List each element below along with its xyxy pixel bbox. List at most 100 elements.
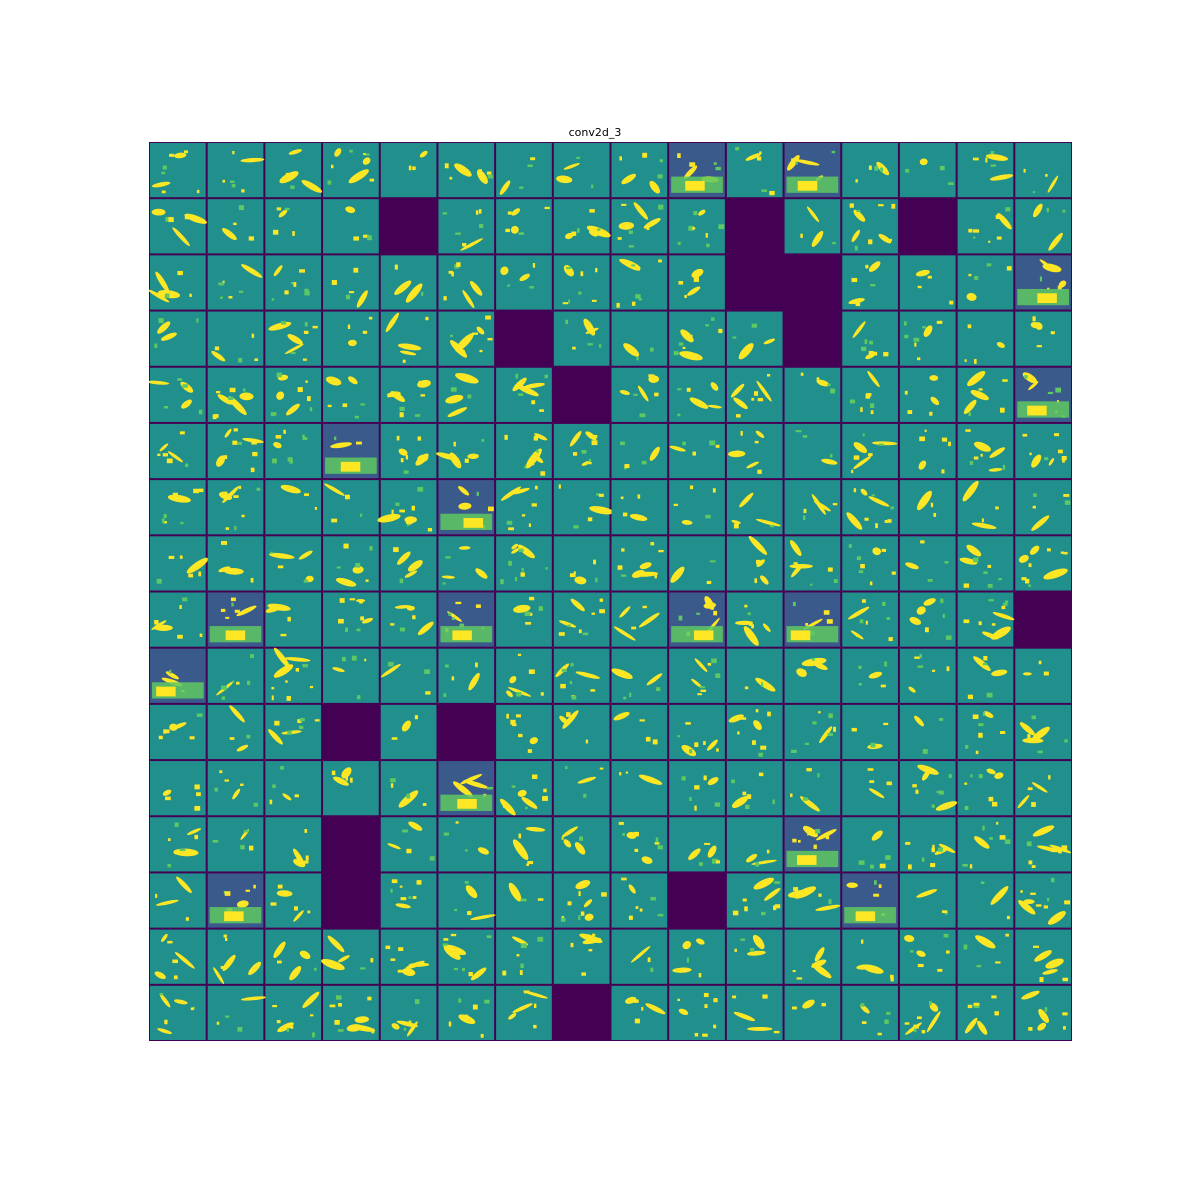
activation-dot xyxy=(703,741,706,745)
feature-map-tile xyxy=(669,817,725,872)
feature-map-tile xyxy=(957,592,1015,647)
feature-map-tile xyxy=(899,761,958,816)
activation-dot xyxy=(593,434,598,438)
activation-streak xyxy=(236,900,249,908)
activation-streak xyxy=(918,460,927,470)
tile-background xyxy=(265,648,322,703)
activation-dot xyxy=(327,180,332,185)
feature-map-tile xyxy=(380,255,437,310)
activation-dot xyxy=(231,602,234,607)
feature-map-tile xyxy=(380,536,437,591)
activation-dot xyxy=(931,804,935,808)
activation-dot xyxy=(978,723,984,727)
feature-map-tile xyxy=(207,143,265,198)
activation-dot xyxy=(570,942,574,948)
activation-streak xyxy=(733,1011,756,1022)
activation-streak xyxy=(324,483,345,496)
activation-streak xyxy=(966,292,977,301)
activation-dot xyxy=(731,779,735,784)
feature-map-tile xyxy=(899,143,956,198)
activation-dot xyxy=(1038,660,1042,665)
activation-dot xyxy=(828,899,832,905)
activation-dot xyxy=(232,440,238,445)
activation-dot xyxy=(985,157,988,163)
activation-dot xyxy=(222,179,226,183)
activation-dot xyxy=(155,625,158,630)
activation-streak xyxy=(512,839,529,861)
activation-streak xyxy=(681,744,697,757)
activation-dot xyxy=(283,429,286,434)
activation-streak xyxy=(1042,263,1062,273)
feature-map-tile xyxy=(1015,311,1071,366)
activation-streak xyxy=(236,605,257,617)
activation-dot xyxy=(238,290,244,293)
activation-dot xyxy=(516,692,522,697)
activation-streak xyxy=(394,605,412,609)
activation-dot xyxy=(629,692,632,698)
feature-map-tile xyxy=(380,423,437,479)
activation-dot xyxy=(692,451,696,456)
activation-streak xyxy=(151,620,167,630)
activation-streak xyxy=(1042,969,1058,975)
activation-dot xyxy=(529,596,535,601)
feature-map-tile xyxy=(899,648,956,703)
activation-dot xyxy=(1035,904,1042,907)
activation-streak xyxy=(930,396,940,406)
activation-dot xyxy=(631,264,636,267)
feature-map-tile xyxy=(207,255,264,310)
activation-dot xyxy=(408,1020,412,1023)
tile-background xyxy=(899,704,956,760)
activation-dot xyxy=(858,570,864,574)
activation-dot xyxy=(715,860,721,864)
activation-streak xyxy=(211,350,226,362)
activation-dot xyxy=(928,1001,932,1006)
tile-background xyxy=(899,480,956,535)
feature-map-tile xyxy=(150,648,206,703)
activation-dot xyxy=(449,176,453,180)
activation-dot xyxy=(992,801,998,807)
activation-streak xyxy=(404,570,418,578)
tile-background xyxy=(496,311,552,366)
activation-dot xyxy=(174,822,179,827)
activation-dot xyxy=(924,627,929,633)
activation-streak xyxy=(816,828,837,841)
feature-map-tile xyxy=(957,199,1014,254)
activation-dot xyxy=(560,917,566,922)
activation-dot xyxy=(524,611,531,617)
activation-dot xyxy=(1032,316,1036,322)
activation-dot xyxy=(592,933,596,936)
activation-dot xyxy=(890,506,894,510)
activation-dot xyxy=(802,515,806,520)
activation-dot xyxy=(481,439,485,442)
activation-streak xyxy=(335,577,357,587)
activation-streak xyxy=(460,238,484,251)
activation-streak xyxy=(380,663,401,678)
activation-dot xyxy=(757,398,764,402)
activation-dot xyxy=(1044,457,1049,461)
activation-dot xyxy=(429,856,435,861)
activation-dot xyxy=(506,520,513,525)
activation-dot xyxy=(865,393,871,399)
feature-map-tile xyxy=(842,536,898,591)
activation-dot xyxy=(800,233,803,238)
activation-dot xyxy=(767,373,771,377)
activation-dot xyxy=(886,617,891,620)
activation-dot xyxy=(998,578,1002,581)
activation-dot xyxy=(354,415,359,419)
activation-dot xyxy=(1045,173,1048,177)
activation-streak xyxy=(588,230,598,237)
activation-streak xyxy=(625,996,637,1004)
activation-dot xyxy=(334,436,337,441)
activation-dot xyxy=(345,776,349,781)
activation-dot xyxy=(1004,839,1011,844)
feature-map-tile xyxy=(323,480,379,535)
activation-streak xyxy=(1017,795,1030,809)
activation-streak xyxy=(458,502,472,510)
activation-dot xyxy=(250,467,255,473)
activation-dot xyxy=(451,617,455,621)
activation-highlight xyxy=(340,461,361,472)
activation-dot xyxy=(304,828,308,833)
feature-map-tile xyxy=(784,536,841,591)
feature-map-tile xyxy=(611,311,668,366)
